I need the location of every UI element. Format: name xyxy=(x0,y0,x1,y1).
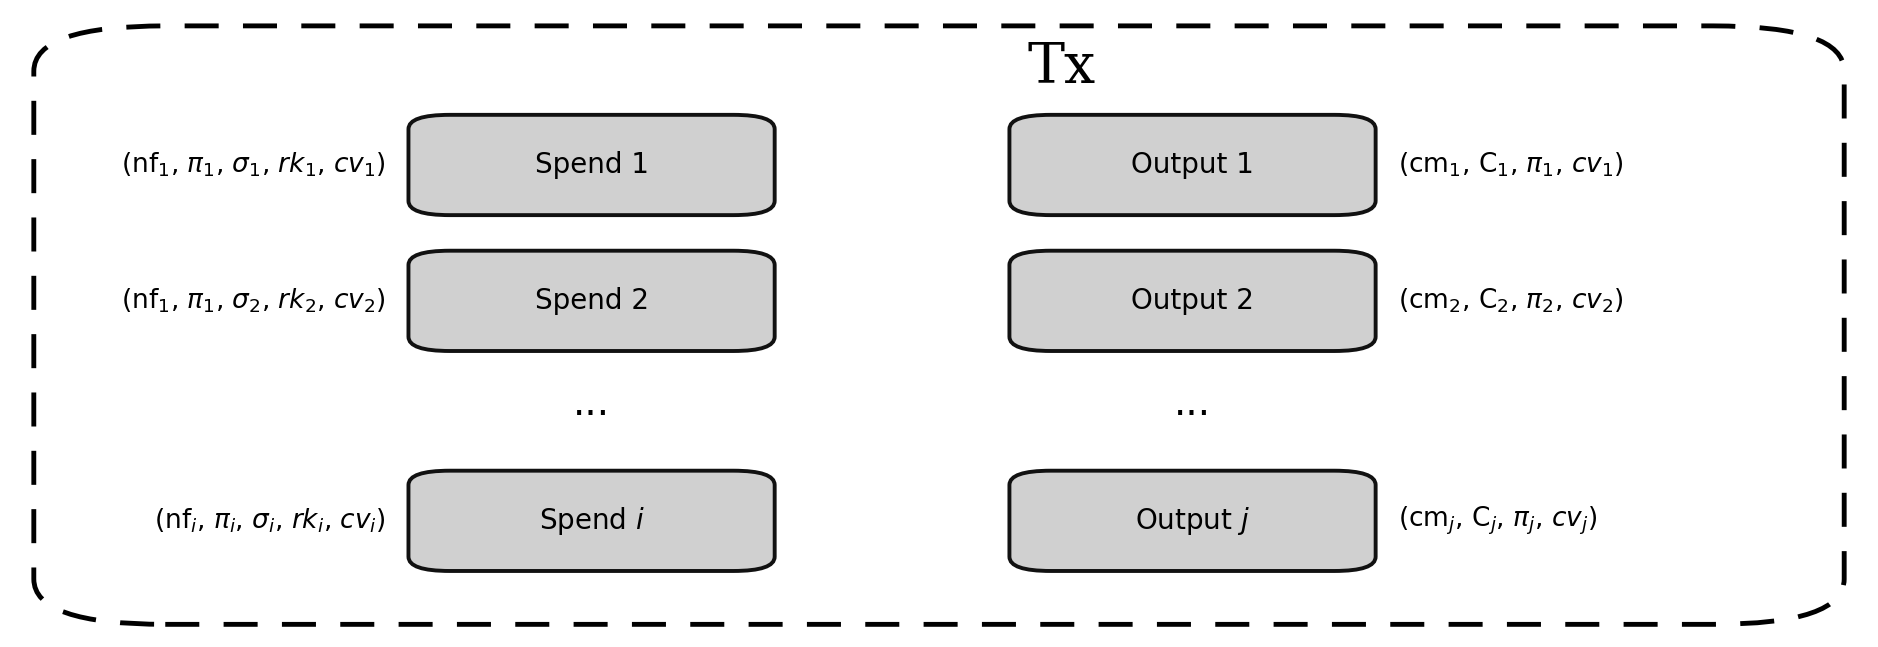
FancyBboxPatch shape xyxy=(409,471,776,571)
Text: ...: ... xyxy=(573,386,610,423)
Text: (nf$_i$, $\pi_i$, $\sigma_i$, $rk_i$, $cv_i$): (nf$_i$, $\pi_i$, $\sigma_i$, $rk_i$, $c… xyxy=(154,507,387,535)
Text: (cm$_1$, C$_1$, $\pi_1$, $cv_1$): (cm$_1$, C$_1$, $\pi_1$, $cv_1$) xyxy=(1397,151,1624,179)
Text: Spend $i$: Spend $i$ xyxy=(539,505,644,537)
Text: (cm$_2$, C$_2$, $\pi_2$, $cv_2$): (cm$_2$, C$_2$, $\pi_2$, $cv_2$) xyxy=(1397,287,1624,315)
Text: (nf$_1$, $\pi_1$, $\sigma_2$, $rk_2$, $cv_2$): (nf$_1$, $\pi_1$, $\sigma_2$, $rk_2$, $c… xyxy=(120,287,387,315)
FancyBboxPatch shape xyxy=(409,115,776,215)
FancyBboxPatch shape xyxy=(1010,250,1375,351)
Text: Spend 2: Spend 2 xyxy=(535,287,648,315)
Text: (nf$_1$, $\pi_1$, $\sigma_1$, $rk_1$, $cv_1$): (nf$_1$, $\pi_1$, $\sigma_1$, $rk_1$, $c… xyxy=(120,151,387,179)
Text: ...: ... xyxy=(1174,386,1211,423)
Text: Output 1: Output 1 xyxy=(1131,151,1255,179)
FancyBboxPatch shape xyxy=(1010,115,1375,215)
Text: Spend 1: Spend 1 xyxy=(535,151,648,179)
FancyBboxPatch shape xyxy=(409,250,776,351)
Text: (cm$_j$, C$_j$, $\pi_j$, $cv_j$): (cm$_j$, C$_j$, $\pi_j$, $cv_j$) xyxy=(1397,505,1598,537)
Text: Tx: Tx xyxy=(1027,41,1095,95)
FancyBboxPatch shape xyxy=(34,26,1844,624)
Text: Output $j$: Output $j$ xyxy=(1134,505,1251,537)
Text: Output 2: Output 2 xyxy=(1131,287,1255,315)
FancyBboxPatch shape xyxy=(1010,471,1375,571)
